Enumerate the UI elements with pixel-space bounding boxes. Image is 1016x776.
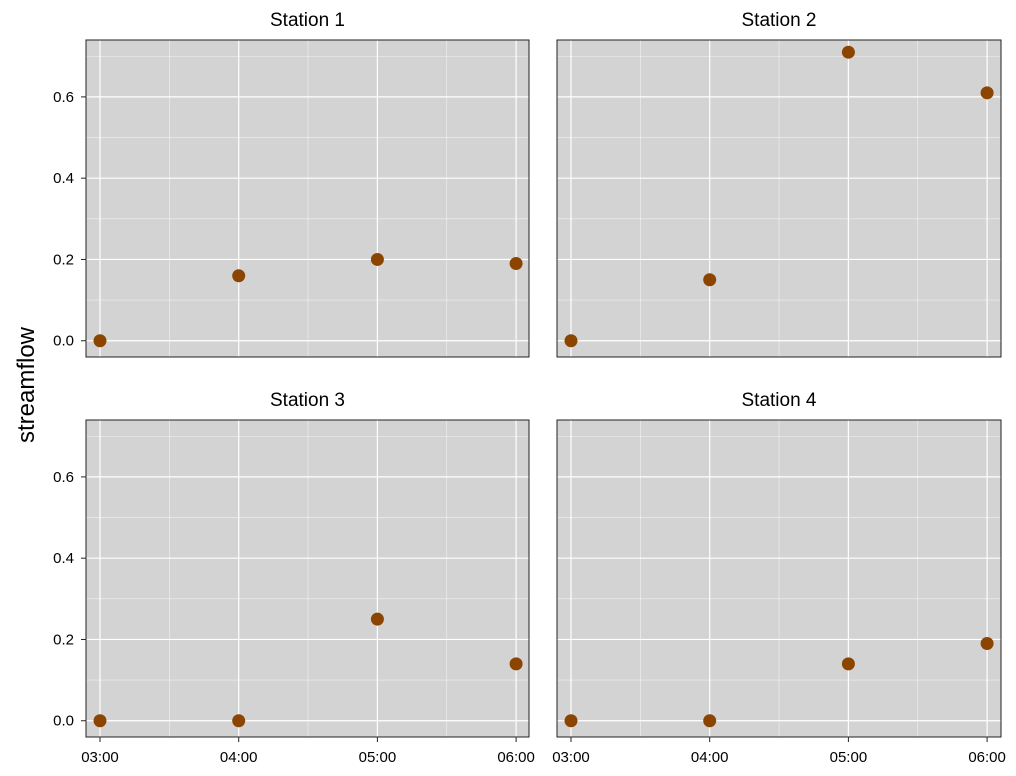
facet-panel: Station 4 03:00 04:00 05:00 06:00 — [552, 390, 1006, 766]
data-point — [703, 273, 717, 287]
x-tick-label: 04:00 — [220, 749, 258, 766]
y-tick-label: 0.6 — [53, 469, 74, 486]
panel-background — [86, 420, 529, 737]
y-tick-label: 0.0 — [53, 713, 74, 730]
facet-panel: Station 3 0.0 0.2 0.4 0.6 03:00 04:00 05:00 06:0… — [53, 390, 535, 766]
x-tick-label: 03:00 — [552, 749, 590, 766]
data-point — [232, 269, 246, 283]
data-point — [370, 252, 384, 266]
panel-title: Station 2 — [742, 10, 817, 31]
panel-title: Station 1 — [270, 10, 345, 31]
data-point — [564, 714, 578, 728]
y-tick-label: 0.4 — [53, 170, 74, 187]
y-tick-label: 0.2 — [53, 631, 74, 648]
data-point — [370, 612, 384, 626]
data-point — [980, 86, 994, 100]
y-tick-label: 0.0 — [53, 333, 74, 350]
data-point — [93, 714, 107, 728]
data-point — [841, 45, 855, 59]
x-tick-label: 05:00 — [830, 749, 868, 766]
data-point — [509, 657, 523, 671]
y-tick-label: 0.2 — [53, 251, 74, 268]
panel-frame — [85, 419, 530, 738]
x-tick-label: 06:00 — [968, 749, 1006, 766]
data-point — [509, 257, 523, 271]
x-tick-label: 05:00 — [359, 749, 397, 766]
facet-panel: Station 2 — [556, 10, 1002, 358]
panel-title: Station 4 — [742, 390, 817, 411]
panel-frame — [85, 39, 530, 358]
x-tick-label: 04:00 — [691, 749, 729, 766]
facet-panel: Station 1 0.0 0.2 0.4 0.6 — [53, 10, 530, 358]
data-point — [703, 714, 717, 728]
panel-background — [86, 40, 529, 357]
y-tick-label: 0.6 — [53, 89, 74, 106]
data-point — [564, 334, 578, 348]
panel-title: Station 3 — [270, 390, 345, 411]
x-tick-label: 03:00 — [81, 749, 119, 766]
x-tick-label: 06:00 — [497, 749, 535, 766]
panel-frame — [556, 419, 1002, 738]
y-tick-label: 0.4 — [53, 550, 74, 567]
data-point — [232, 714, 246, 728]
panel-frame — [556, 39, 1002, 358]
data-point — [93, 334, 107, 348]
y-axis-label: streamflow — [13, 326, 40, 443]
data-point — [841, 657, 855, 671]
data-point — [980, 637, 994, 651]
